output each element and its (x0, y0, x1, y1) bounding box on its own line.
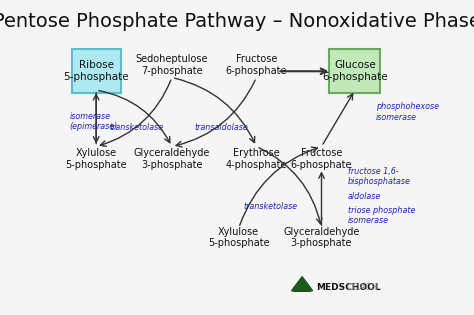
Text: triose phosphate
isomerase: triose phosphate isomerase (348, 206, 415, 225)
Text: Sedoheptulose
7-phosphate: Sedoheptulose 7-phosphate (136, 54, 208, 76)
FancyBboxPatch shape (72, 49, 121, 93)
Text: isomerase
(epimerase): isomerase (epimerase) (70, 112, 118, 131)
Text: Xylulose
5-phosphate: Xylulose 5-phosphate (208, 227, 270, 248)
Text: transketolase: transketolase (109, 123, 164, 132)
Text: transaldolase: transaldolase (194, 123, 248, 132)
Text: fructose 1,6-
bisphosphatase: fructose 1,6- bisphosphatase (348, 167, 411, 186)
FancyBboxPatch shape (293, 287, 311, 292)
Text: Fructose
6-phosphate: Fructose 6-phosphate (291, 148, 352, 170)
Text: Glyceraldehyde
3-phosphate: Glyceraldehyde 3-phosphate (283, 227, 360, 248)
FancyBboxPatch shape (329, 49, 381, 93)
Text: Glyceraldehyde
3-phosphate: Glyceraldehyde 3-phosphate (134, 148, 210, 170)
Text: MEDSCHOOL: MEDSCHOOL (316, 283, 381, 292)
Text: phosphohexose
isomerase: phosphohexose isomerase (376, 102, 439, 122)
Text: Xylulose
5-phosphate: Xylulose 5-phosphate (65, 148, 127, 170)
Text: Ribose
5-phosphate: Ribose 5-phosphate (64, 60, 129, 82)
Polygon shape (292, 277, 313, 291)
Text: Pentose Phosphate Pathway – Nonoxidative Phase: Pentose Phosphate Pathway – Nonoxidative… (0, 12, 474, 31)
Text: transketolase: transketolase (243, 202, 298, 211)
Text: COACH: COACH (346, 283, 378, 292)
Text: aldolase: aldolase (348, 192, 381, 201)
Text: Glucose
6-phosphate: Glucose 6-phosphate (322, 60, 388, 82)
Text: Fructose
6-phosphate: Fructose 6-phosphate (226, 54, 287, 76)
Text: Erythrose
4-phosphate: Erythrose 4-phosphate (226, 148, 287, 170)
